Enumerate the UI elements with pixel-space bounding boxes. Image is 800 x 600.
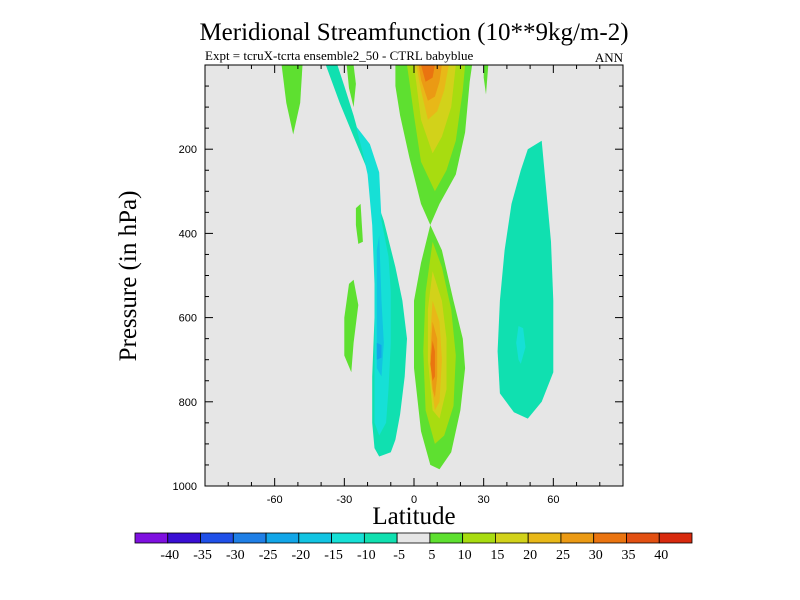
y-tick-label: 800: [179, 397, 197, 409]
colorbar-label: -25: [259, 548, 278, 563]
x-tick-label: -30: [336, 494, 352, 506]
contour-region-sh-small-core: [376, 342, 382, 360]
colorbar-swatch: [167, 532, 201, 544]
colorbar-label: -10: [357, 548, 376, 563]
x-tick-label: -60: [267, 494, 283, 506]
contour-region-nh-extratropical-cell: [497, 140, 554, 419]
colorbar-swatch: [527, 532, 562, 544]
y-axis: 200 400 600 800 1000: [173, 64, 623, 493]
colorbar-label: 5: [428, 548, 435, 563]
colorbar-swatch: [495, 532, 529, 544]
contour-region-sh-upper-edge: [346, 65, 356, 108]
contour-region-hadley-lower-30: [430, 340, 435, 381]
colorbar-label: -30: [226, 548, 245, 563]
contour-region-nh-extratropical-core: [516, 326, 526, 364]
colorbar-label: 35: [621, 548, 635, 563]
contour-regions: [281, 65, 554, 470]
colorbar-label: 20: [523, 548, 537, 563]
colorbar-label: -35: [193, 548, 212, 563]
colorbar-swatch: [429, 532, 464, 544]
chart-title: Meridional Streamfunction (10**9kg/m-2): [199, 19, 628, 46]
y-tick-label: 400: [179, 228, 197, 240]
colorbar-label: 40: [654, 548, 668, 563]
colorbar-swatch: [200, 532, 234, 544]
contour-region-hadley-upper-30: [421, 65, 435, 82]
colorbar-label: 10: [458, 548, 472, 563]
colorbar-swatch: [232, 532, 267, 544]
contour-region-sh-strip-lower: [344, 279, 359, 373]
colorbar-label: -15: [324, 548, 343, 563]
y-axis-title: Pressure (in hPa): [115, 191, 142, 362]
y-tick-label: 1000: [173, 481, 197, 493]
colorbar-label: 15: [490, 548, 504, 563]
x-tick-label: 60: [547, 494, 559, 506]
chart-subtitle: Expt = tcruX-tcrta ensemble2_50 - CTRL b…: [205, 48, 473, 63]
colorbar-label: -40: [160, 548, 179, 563]
x-axis-title: Latitude: [372, 503, 455, 530]
colorbar-swatch: [134, 532, 169, 544]
colorbar-label: -5: [393, 548, 405, 563]
colorbar-swatch: [658, 532, 693, 544]
colorbar-label: 30: [589, 548, 603, 563]
colorbar-swatch: [462, 532, 496, 544]
x-tick-label: 30: [478, 494, 490, 506]
colorbar-swatch: [593, 532, 627, 544]
colorbar-swatch: [626, 532, 660, 544]
contour-region-sh-polar-lobe: [281, 65, 303, 135]
colorbar: -40 -35 -30 -25 -20 -15 -10 -5 5 10 15 20 25 30 35 40: [134, 532, 693, 563]
contour-region-sh-strip-upper: [355, 203, 363, 244]
y-tick-label: 600: [179, 313, 197, 325]
contour-region-nh-upper-edge: [483, 65, 489, 95]
colorbar-swatch: [331, 532, 365, 544]
colorbar-swatch: [265, 532, 300, 544]
contour-region-sh-core: [376, 235, 384, 377]
colorbar-swatch: [298, 532, 332, 544]
y-tick-label: 200: [179, 144, 197, 156]
colorbar-swatch: [396, 532, 431, 544]
colorbar-label: -20: [291, 548, 310, 563]
x-axis: -60 -30 0 30 60: [204, 65, 624, 506]
colorbar-swatch: [560, 532, 595, 544]
season-label: ANN: [595, 50, 624, 65]
colorbar-swatch: [363, 532, 398, 544]
colorbar-label: 25: [556, 548, 570, 563]
x-tick-label: 0: [411, 494, 417, 506]
